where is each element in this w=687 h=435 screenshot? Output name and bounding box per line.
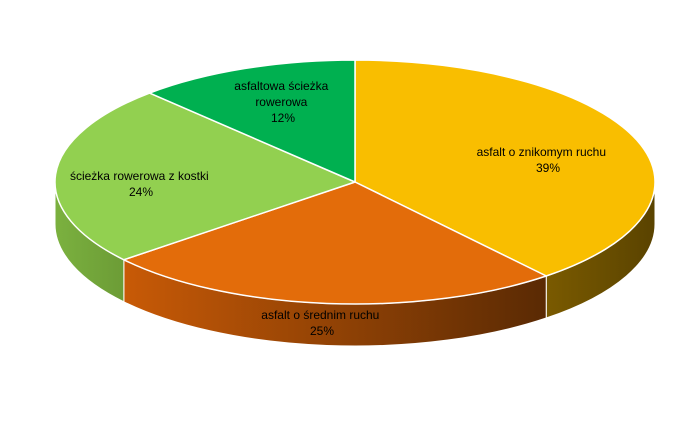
slice-label-asfaltowa-sciezka: asfaltowa ścieżka rowerowa 12% [234,79,331,125]
slice-label-asfalt-znikomy: asfalt o znikomym ruchu 39% [477,145,610,175]
pie-tops [54,59,656,305]
slice-label-sciezka-kostka: ścieżka rowerowa z kostki 24% [70,169,212,199]
slice-label-asfalt-sredni: asfalt o średnim ruchu 25% [261,308,382,338]
slice-sciezka-kostka [54,92,356,261]
slice-asfalt-znikomy [354,59,656,277]
slice-asfalt-sredni [123,181,547,305]
slice-asfaltowa-sciezka [148,59,356,183]
pie-labels: asfalt o znikomym ruchu 39% asfalt o śre… [70,79,610,338]
